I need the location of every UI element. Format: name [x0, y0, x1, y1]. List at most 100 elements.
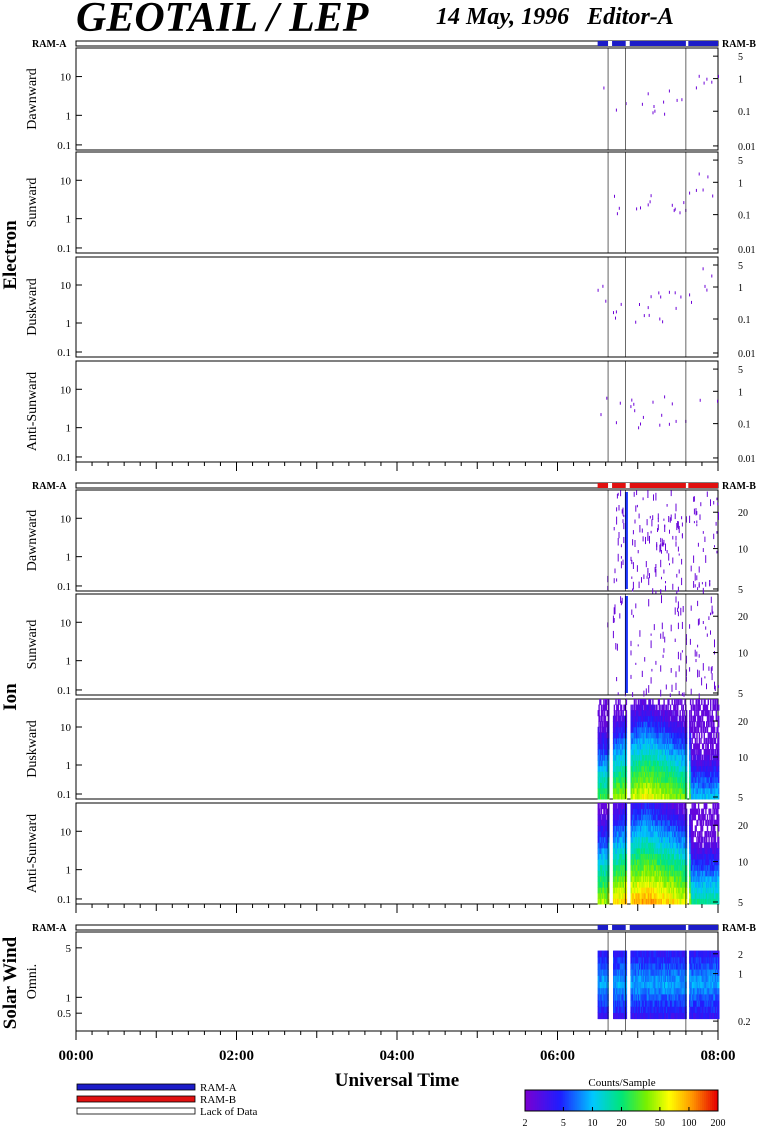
colorbar-cell — [573, 1090, 576, 1111]
colorbar-tick-label: 5 — [561, 1118, 566, 1128]
right-tick-label: 20 — [738, 821, 748, 832]
x-tick-label: 08:00 — [701, 1048, 736, 1064]
mode-bar-label-left: RAM-A — [32, 923, 67, 934]
mode-bar-gap — [625, 483, 630, 488]
mode-bar-active — [597, 483, 718, 488]
panel-frame — [75, 931, 719, 1032]
mode-bar-label-left: RAM-A — [32, 39, 67, 50]
group-solar-wind: RAM-A RAM-B Solar Wind Omni. 5 1 0.5 2 1 0.2 — [0, 923, 756, 1040]
colorbar-cell — [714, 1090, 717, 1111]
panel-ylabel: Sunward — [25, 178, 40, 228]
panel-frame — [75, 593, 719, 696]
colorbar-cell — [635, 1090, 639, 1111]
x-axis-title: Universal Time — [335, 1070, 459, 1091]
colorbar-cell — [605, 1090, 608, 1111]
group-ion: RAM-A RAM-B Ion Dawnward 10 1 0.1 20 10 5 Sunward 1… — [0, 481, 756, 913]
colorbar-cell — [567, 1090, 570, 1111]
colorbar-cell — [619, 1090, 622, 1111]
colorbar-cell — [649, 1090, 653, 1111]
colorbar-cell — [633, 1090, 637, 1111]
group-label: Ion — [0, 683, 21, 711]
colorbar-cell — [537, 1090, 540, 1111]
panel-frame — [75, 489, 719, 592]
left-tick-label: 0.1 — [57, 894, 71, 906]
right-tick-label: 1 — [738, 970, 743, 981]
mode-bar-gap — [685, 483, 689, 488]
mode-bar-gap — [625, 925, 630, 930]
panel-ylabel: Anti-Sunward — [25, 814, 40, 893]
colorbar-cell — [637, 1090, 641, 1111]
colorbar-cell — [627, 1090, 630, 1111]
left-tick-label: 0.1 — [57, 452, 71, 464]
left-tick-label: 10 — [60, 513, 72, 525]
spectrogram-data — [597, 267, 713, 324]
colorbar-cell — [679, 1090, 683, 1111]
colorbar-cell — [577, 1090, 580, 1111]
legend-swatch — [76, 1095, 196, 1103]
colorbar-cell — [563, 1090, 566, 1111]
colorbar-cell — [671, 1090, 675, 1111]
mode-bar-label-right: RAM-B — [722, 923, 756, 934]
colorbar-cell — [639, 1090, 643, 1111]
colorbar-cell — [613, 1090, 616, 1111]
left-tick-label: 0.1 — [57, 347, 71, 359]
left-tick-label: 0.1 — [57, 243, 71, 255]
x-tick-label: 06:00 — [540, 1048, 575, 1064]
right-tick-label: 20 — [738, 508, 748, 519]
colorbar-cell — [653, 1090, 657, 1111]
colorbar-tick-label: 100 — [681, 1118, 696, 1128]
right-tick-label: 0.1 — [738, 315, 751, 326]
left-tick-label: 10 — [60, 826, 72, 838]
mode-bar-active — [597, 925, 718, 930]
mode-bar-gap — [625, 41, 630, 46]
spectrogram-data — [597, 950, 720, 1020]
colorbar-cell — [710, 1090, 713, 1111]
colorbar-cell — [681, 1090, 685, 1111]
right-tick-label: 5 — [738, 585, 743, 596]
colorbar-cell — [665, 1090, 669, 1111]
colorbar-cell — [553, 1090, 556, 1111]
colorbar-cell — [687, 1090, 691, 1111]
colorbar-cell — [689, 1090, 693, 1111]
panel-ylabel: Duskward — [25, 720, 40, 778]
panel-duskward: Duskward 10 1 0.1 20 10 5 — [25, 698, 748, 804]
colorbar-cell — [631, 1090, 635, 1111]
mode-bar: RAM-A RAM-B — [32, 39, 756, 50]
right-tick-label: 1 — [738, 283, 743, 294]
colorbar-cell — [539, 1090, 542, 1111]
panel-ylabel: Dawnward — [25, 510, 40, 571]
right-tick-label: 0.01 — [738, 349, 756, 360]
colorbar-cell — [559, 1090, 562, 1111]
colorbar-cell — [587, 1090, 590, 1111]
colorbar-cell — [565, 1090, 568, 1111]
colorbar-cell — [712, 1090, 715, 1111]
panel-anti-sunward: Anti-Sunward 10 1 0.1 5 1 0.1 0.01 — [25, 360, 756, 465]
right-tick-label: 1 — [738, 75, 743, 86]
colorbar-cell — [535, 1090, 538, 1111]
left-tick-label: 5 — [66, 943, 72, 955]
mode-bar-label-right: RAM-B — [722, 39, 756, 50]
right-tick-label: 5 — [738, 261, 743, 272]
left-tick-label: 10 — [60, 722, 72, 734]
x-tick-label: 02:00 — [219, 1048, 254, 1064]
mode-bar-label-left: RAM-A — [32, 481, 67, 492]
mode-bar-gap — [608, 925, 613, 930]
right-tick-label: 0.01 — [738, 454, 756, 465]
panel-frame — [75, 151, 719, 254]
colorbar-cell — [575, 1090, 578, 1111]
colorbar-cell — [603, 1090, 606, 1111]
colorbar-cell — [541, 1090, 544, 1111]
colorbar-cell — [703, 1090, 707, 1111]
colorbar-cell — [625, 1090, 628, 1111]
mode-bar-gap — [608, 483, 613, 488]
spectrogram-data — [600, 395, 718, 430]
right-tick-label: 20 — [738, 717, 748, 728]
panel-sunward: Sunward 10 1 0.1 20 10 5 — [25, 593, 748, 700]
mode-bar-gap — [685, 41, 689, 46]
colorbar-cell — [527, 1090, 530, 1111]
panel-frame — [75, 802, 719, 905]
panel-ylabel: Dawnward — [25, 68, 40, 129]
x-tick-label: 04:00 — [380, 1048, 415, 1064]
group-label: Solar Wind — [0, 936, 21, 1029]
colorbar-cell — [581, 1090, 584, 1111]
